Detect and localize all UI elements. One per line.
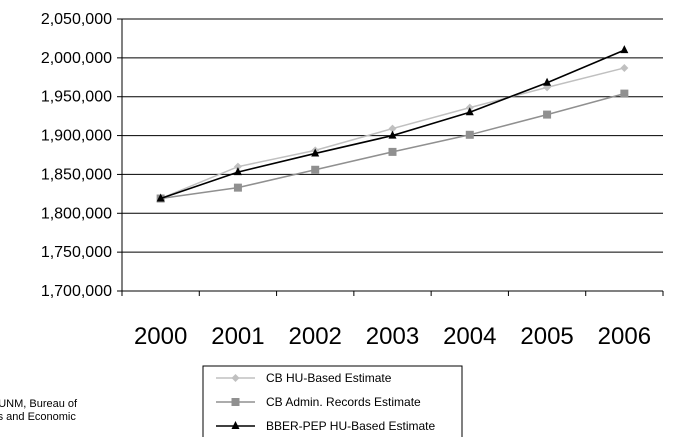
y-tick-label: 2,050,000: [41, 11, 112, 28]
data-point-triangle: [311, 148, 320, 157]
series-line: [160, 49, 625, 200]
legend-item: CB Admin. Records Estimate: [216, 395, 421, 409]
series-3: [156, 45, 629, 202]
x-tick-label: 2005: [520, 323, 573, 350]
y-tick-label: 2,000,000: [41, 50, 112, 67]
y-tick-labels: 1,700,000 1,750,000 1,800,000 1,850,000 1,90…: [41, 11, 112, 300]
grid-lines: [122, 18, 663, 253]
y-tick-label: 1,750,000: [41, 244, 112, 261]
data-point-triangle: [156, 193, 165, 202]
data-point-diamond: [233, 162, 242, 171]
data-point-square: [388, 147, 397, 156]
data-point-triangle: [620, 45, 629, 54]
data-point-triangle: [543, 77, 552, 86]
x-tick-label: 2002: [289, 323, 342, 350]
legend-label: BBER-PEP HU-Based Estimate: [266, 419, 435, 433]
data-point-square: [311, 165, 320, 174]
source-note-line1: e: UNM, Bureau of: [0, 398, 78, 410]
x-tick-label: 2000: [134, 323, 187, 350]
x-tick-label: 2006: [598, 323, 651, 350]
data-point-triangle: [233, 167, 242, 176]
y-tick-label: 1,850,000: [41, 166, 112, 183]
data-point-triangle: [231, 421, 240, 429]
x-tick-label: 2003: [366, 323, 419, 350]
data-point-triangle: [388, 130, 397, 139]
legend: CB HU-Based Estimate CB Admin. Records Es…: [202, 365, 463, 437]
source-note-line2: ess and Economic: [0, 411, 76, 423]
y-tick-label: 1,900,000: [41, 128, 112, 145]
series-line: [160, 92, 625, 200]
data-point-diamond: [231, 374, 240, 382]
x-tick-label: 2001: [211, 323, 264, 350]
series-group: [156, 45, 629, 203]
axes: [117, 18, 664, 296]
legend-item: CB HU-Based Estimate: [216, 371, 392, 385]
data-point-square: [233, 183, 242, 192]
source-note: e: UNM, Bureau of ess and Economic: [0, 398, 77, 424]
x-tick-labels: 2000 2001 2002 2003 2004 2005 2006: [134, 323, 651, 350]
series-2: [156, 89, 629, 203]
legend-item: BBER-PEP HU-Based Estimate: [216, 419, 435, 433]
legend-label: CB HU-Based Estimate: [266, 371, 392, 385]
data-point-triangle: [465, 107, 474, 116]
data-point-diamond: [388, 124, 397, 133]
x-tick-label: 2004: [443, 323, 496, 350]
y-tick-label: 1,700,000: [41, 283, 112, 300]
data-point-square: [543, 110, 552, 119]
data-point-square: [465, 130, 474, 139]
data-point-square: [620, 89, 629, 98]
y-tick-label: 1,950,000: [41, 89, 112, 106]
data-point-diamond: [620, 63, 629, 72]
y-tick-label: 1,800,000: [41, 205, 112, 222]
legend-label: CB Admin. Records Estimate: [266, 395, 421, 409]
data-point-square: [231, 398, 240, 406]
